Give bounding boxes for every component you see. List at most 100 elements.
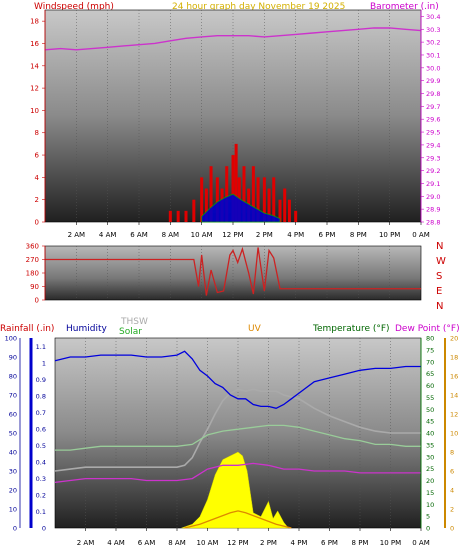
barometer-tick-label: 30.1 [426,51,440,59]
temperature-tick-label: 10 [426,501,434,509]
temperature-tick-label: 5 [426,513,430,521]
rainfall-tick-label: 0.9 [36,376,46,384]
x-tick-label: 4 AM [99,231,117,239]
windspeed-bar [272,177,276,222]
windspeed-bar [283,188,287,222]
rainfall-tick-label: 0.8 [36,392,46,400]
solar-area [181,451,289,529]
barometer-tick-label: 29.9 [426,77,440,85]
x-tick-label: 8 AM [168,539,186,547]
wind-x-axis: 2 AM 4 AM 6 AM 8 AM 10 AM 12 PM 2 PM 4 PM 6 PM 8 … [68,222,430,239]
x-tick-label: 4 AM [107,539,125,547]
wind-left-tick-label: 0 [35,219,39,227]
windspeed-bar [200,177,204,222]
dewpoint-tick-label: 14 [450,392,458,400]
wind-grid [76,10,390,222]
direction-tick-label: 180 [26,270,39,278]
wind-left-tick-label: 8 [35,129,39,137]
solar-title: Solar [119,327,142,337]
x-tick-label: 6 PM [319,231,336,239]
wind-left-tick-label: 18 [30,18,39,26]
temperature-tick-label: 35 [426,441,434,449]
x-tick-label: 2 AM [68,231,86,239]
temperature-tick-label: 20 [426,477,434,485]
temperature-tick-label: 60 [426,382,434,390]
barometer-line [44,27,422,51]
temperature-tick-label: 30 [426,453,434,461]
windspeed-title: Windspeed (mph) [34,2,114,12]
windspeed-bar [267,188,271,222]
rainfall-title: Rainfall (.in) [0,324,54,334]
wind-left-tick-label: 14 [30,62,39,70]
x-tick-label: 12 PM [227,539,248,547]
rainfall-tick-label: 0.5 [36,442,46,450]
dewpoint-tick-label: 8 [450,449,454,457]
dewpoint-title: Dew Point (°F) [395,324,460,334]
thsw-title: THSW [120,317,148,327]
weather-series [54,350,421,529]
x-tick-label: 4 PM [287,231,304,239]
x-tick-label: 4 PM [291,539,308,547]
rainfall-tick-label: 1 [42,359,46,367]
center-title: 24 hour graph day November 19 2025 [172,2,345,12]
rainfall-tick-label: 0.4 [36,458,46,466]
barometer-title: Barometer (.in) [370,2,439,12]
x-tick-label: 0 AM [412,231,430,239]
humidity-tick-label: 90 [9,354,17,362]
windspeed-bar [225,166,229,222]
humidity-tick-label: 50 [9,430,17,438]
rainfall-tick-label: 0 [42,525,46,533]
x-tick-label: 0 AM [412,539,430,547]
x-tick-label: 6 AM [138,539,156,547]
wind-left-tick-label: 16 [30,40,39,48]
barometer-tick-label: 29.1 [426,180,440,188]
temperature-tick-label: 0 [426,525,430,533]
temperature-tick-label: 15 [426,489,434,497]
thsw-line [54,388,421,472]
barometer-tick-label: 29.2 [426,167,440,175]
windspeed-bar [209,166,213,222]
direction-tick-label: 0 [35,297,39,305]
wind-left-tick-label: 2 [35,196,39,204]
dewpoint-tick-label: 20 [450,335,458,343]
barometer-tick-label: 30.3 [426,26,440,34]
x-tick-label: 8 PM [352,539,369,547]
dewpoint-tick-label: 16 [450,373,458,381]
barometer-tick-label: 29.7 [426,103,440,111]
temperature-tick-label: 45 [426,418,434,426]
direction-series [45,246,421,296]
x-tick-label: 6 AM [130,231,148,239]
direction-left-axis: 0 90 180 270 360 [26,243,46,305]
weather-axes: 010203040506070809010000.10.20.30.40.50.… [5,335,459,533]
rainfall-tick-label: 0.3 [36,475,46,483]
temperature-tick-label: 50 [426,406,434,414]
rainfall-tick-label: 0.2 [36,491,46,499]
rainfall-tick-label: 0.7 [36,409,46,417]
windspeed-bar [234,143,238,222]
dewpoint-tick-label: 4 [450,487,454,495]
humidity-tick-label: 70 [9,392,17,400]
compass-label: E [436,286,442,297]
windspeed-bar [294,210,298,222]
dewpoint-tick-label: 18 [450,354,458,362]
x-tick-label: 12 PM [222,231,243,239]
wind-left-axis: 0 2 4 6 8 10 12 14 16 18 [30,10,46,227]
temperature-tick-label: 40 [426,430,434,438]
wind-left-tick-label: 6 [35,152,40,160]
windspeed-bar [184,210,188,222]
compass-label: N [436,301,443,312]
temperature-tick-label: 80 [426,335,434,343]
x-tick-label: 2 PM [260,539,277,547]
rainfall-tick-label: 0.1 [36,508,46,516]
temperature-title: Temperature (°F) [312,324,390,334]
temperature-tick-label: 25 [426,465,434,473]
windspeed-bar [278,199,282,222]
windspeed-bar [251,166,255,222]
compass-label: W [436,256,446,267]
windspeed-bar [192,199,196,222]
humidity-tick-label: 80 [9,373,17,381]
humidity-line [54,350,421,409]
humidity-tick-label: 60 [9,411,17,419]
